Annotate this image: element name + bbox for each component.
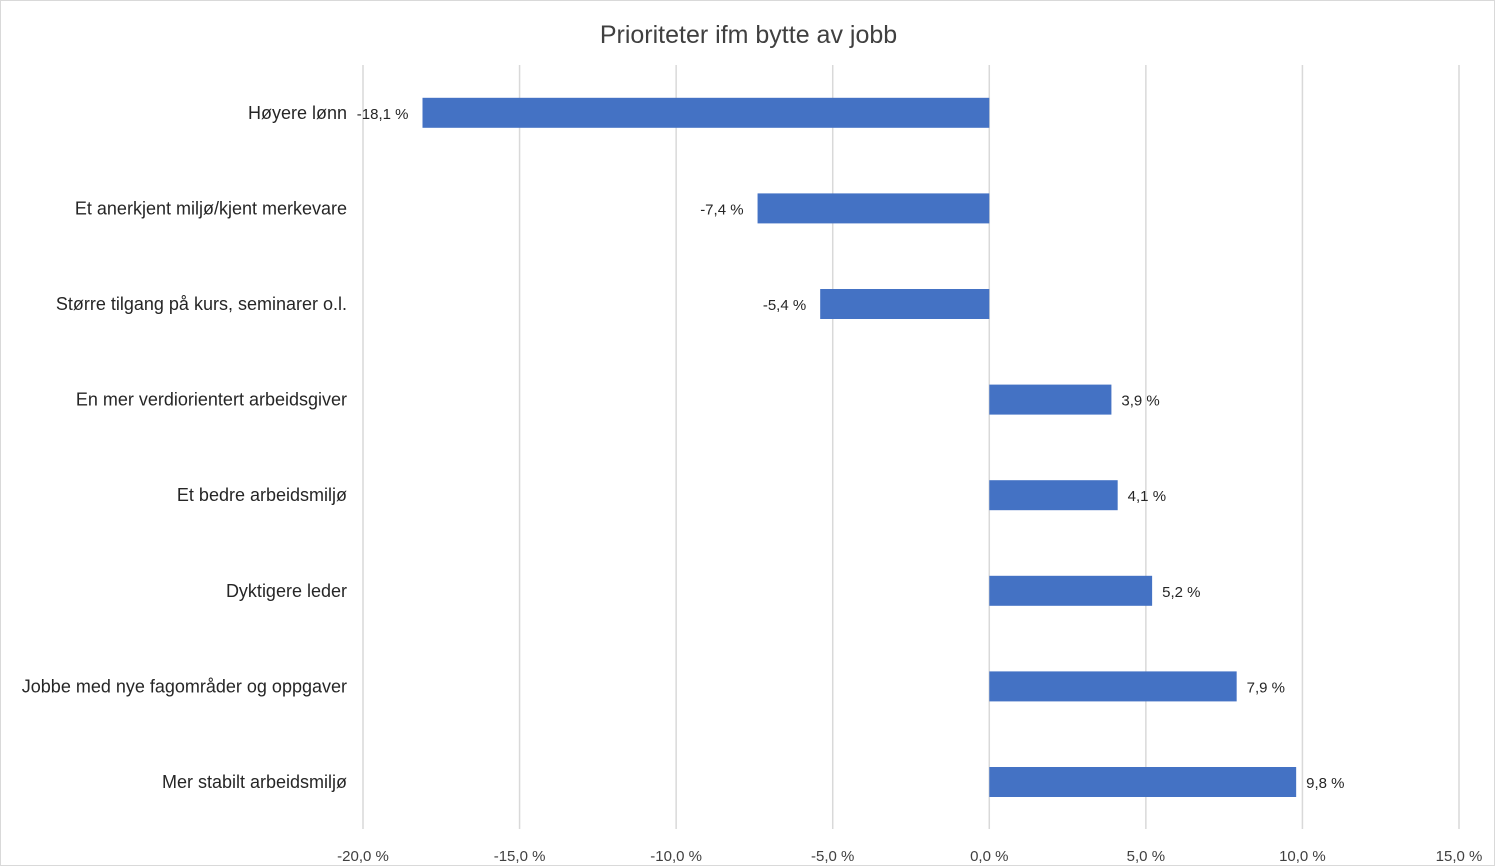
x-tick-label: 0,0 % (970, 848, 1008, 865)
x-tick-label: -20,0 % (337, 848, 389, 865)
data-label: -7,4 % (700, 201, 743, 218)
bars (422, 97, 1297, 797)
category-label: Et bedre arbeidsmiljø (177, 485, 347, 505)
data-label: 3,9 % (1121, 393, 1159, 410)
category-label: En mer verdiorientert arbeidsgiver (76, 390, 347, 410)
data-label: 7,9 % (1247, 679, 1285, 696)
x-tick-label: -15,0 % (494, 848, 546, 865)
bar (820, 289, 990, 319)
x-tick-label: -5,0 % (811, 848, 854, 865)
category-label: Mer stabilt arbeidsmiljø (162, 772, 347, 792)
bar (989, 480, 1118, 511)
category-label: Dyktigere leder (226, 581, 347, 601)
bar (989, 767, 1297, 797)
category-label: Større tilgang på kurs, seminarer o.l. (56, 294, 347, 314)
data-label: 5,2 % (1162, 584, 1200, 601)
labels: -20,0 % -15,0 % -10,0 % -5,0 % 0,0 % 5,0 % 10,… (22, 103, 1483, 865)
x-tick-label: 5,0 % (1127, 848, 1165, 865)
bar (989, 575, 1153, 606)
x-tick-label: 10,0 % (1279, 848, 1326, 865)
category-label: Et anerkjent miljø/kjent merkevare (75, 198, 347, 218)
gridlines (362, 65, 1460, 829)
data-label: 4,1 % (1128, 488, 1166, 505)
chart-title: Prioriteter ifm bytte av jobb (599, 21, 898, 49)
category-label: Høyere lønn (248, 103, 347, 123)
category-label: Jobbe med nye fagområder og oppgaver (22, 676, 347, 696)
bar (757, 193, 990, 224)
bar (989, 384, 1112, 415)
x-tick-label: 15,0 % (1436, 848, 1483, 865)
x-tick-label: -10,0 % (650, 848, 702, 865)
data-label: -18,1 % (357, 106, 409, 123)
bar (989, 671, 1237, 702)
data-label: -5,4 % (763, 297, 806, 314)
bar (422, 97, 990, 128)
data-label: 9,8 % (1306, 775, 1344, 792)
